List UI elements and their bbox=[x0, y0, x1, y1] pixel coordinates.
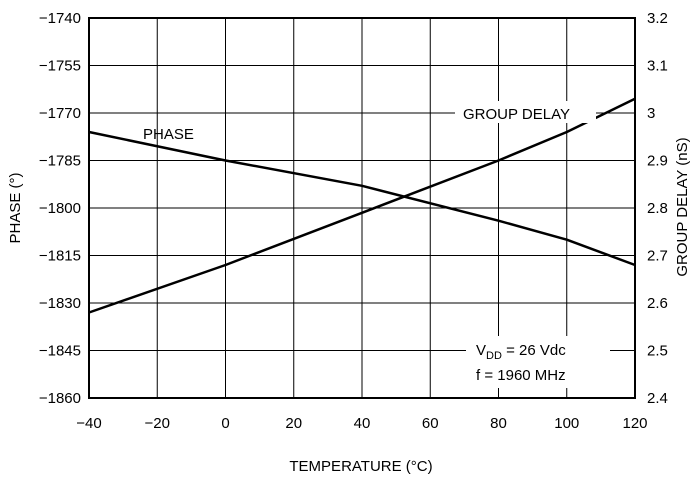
phase-series-label: PHASE bbox=[143, 126, 194, 143]
x-tick-label: 40 bbox=[354, 415, 371, 432]
right-tick-label: 2.8 bbox=[647, 200, 668, 217]
left-tick-label: −1785 bbox=[39, 153, 81, 170]
right-tick-label: 2.7 bbox=[647, 248, 668, 265]
group-delay-label-bg bbox=[455, 101, 596, 123]
frequency-annotation: f = 1960 MHz bbox=[476, 367, 566, 384]
right-axis-title: GROUP DELAY (nS) bbox=[674, 137, 691, 276]
x-tick-label: 0 bbox=[221, 415, 229, 432]
x-tick-labels: −40 −20 0 20 40 60 80 100 120 bbox=[76, 415, 647, 432]
left-tick-label: −1800 bbox=[39, 200, 81, 217]
right-tick-labels: 2.4 2.5 2.6 2.7 2.8 2.9 3 3.1 3.2 bbox=[647, 10, 668, 407]
right-tick-label: 3 bbox=[647, 105, 655, 122]
left-tick-label: −1815 bbox=[39, 248, 81, 265]
x-tick-label: 80 bbox=[490, 415, 507, 432]
conditions-box bbox=[466, 336, 610, 388]
vdd-annotation: VDD = 26 Vdc bbox=[476, 342, 566, 362]
group-delay-line bbox=[88, 97, 636, 314]
series-layer bbox=[88, 97, 636, 314]
x-tick-label: 100 bbox=[554, 415, 579, 432]
right-tick-label: 2.6 bbox=[647, 295, 668, 312]
x-tick-label: 120 bbox=[622, 415, 647, 432]
left-tick-label: −1845 bbox=[39, 343, 81, 360]
x-tick-label: 60 bbox=[422, 415, 439, 432]
right-tick-label: 3.1 bbox=[647, 58, 668, 75]
left-axis-title: PHASE (°) bbox=[7, 172, 24, 243]
right-tick-label: 3.2 bbox=[647, 10, 668, 27]
x-tick-label: 20 bbox=[285, 415, 302, 432]
right-tick-label: 2.4 bbox=[647, 390, 668, 407]
left-tick-label: −1860 bbox=[39, 390, 81, 407]
x-axis-title: TEMPERATURE (°C) bbox=[289, 458, 432, 475]
right-tick-label: 2.5 bbox=[647, 343, 668, 360]
left-tick-label: −1740 bbox=[39, 10, 81, 27]
phase-line bbox=[88, 130, 636, 267]
left-tick-label: −1755 bbox=[39, 58, 81, 75]
left-tick-labels: −1860 −1845 −1830 −1815 −1800 −1785 −1770 −1755… bbox=[39, 10, 81, 407]
plot-frame bbox=[88, 17, 636, 399]
x-tick-label: −20 bbox=[145, 415, 170, 432]
right-tick-label: 2.9 bbox=[647, 153, 668, 170]
left-tick-label: −1770 bbox=[39, 105, 81, 122]
x-tick-label: −40 bbox=[76, 415, 101, 432]
group-delay-series-label: GROUP DELAY bbox=[463, 106, 570, 123]
left-tick-label: −1830 bbox=[39, 295, 81, 312]
